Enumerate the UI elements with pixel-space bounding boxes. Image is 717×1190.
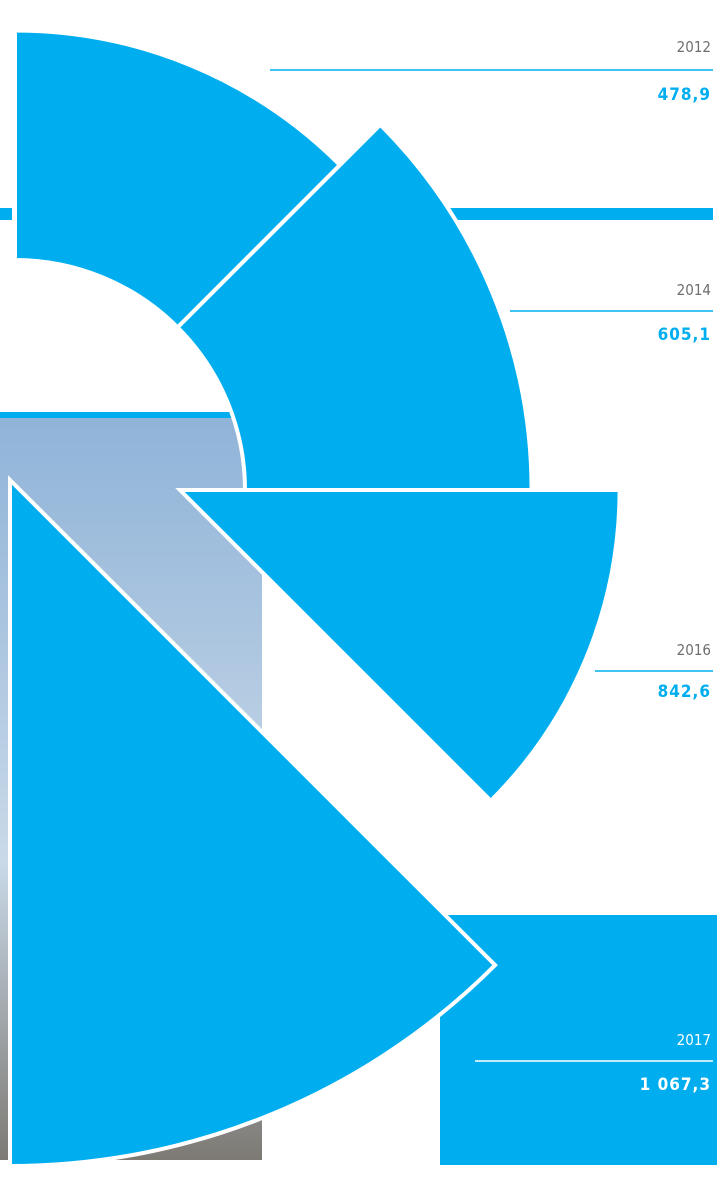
decor-bar <box>0 412 250 418</box>
value-label: 1 067,3 <box>640 1075 711 1095</box>
year-label: 2012 <box>677 38 711 56</box>
value-label: 605,1 <box>658 325 711 345</box>
decor-bar <box>450 208 713 220</box>
year-label: 2017 <box>677 1031 711 1049</box>
page: {"chart_data": {"type": "rose", "categor… <box>0 0 717 1190</box>
chart: 2012 478,9 2014 605,1 2016 842,6 2017 1 067,3 <box>0 0 717 1190</box>
year-label: 2014 <box>677 281 711 299</box>
year-label: 2016 <box>677 641 711 659</box>
value-label: 478,9 <box>658 85 711 105</box>
decor-bar <box>0 208 12 220</box>
value-label: 842,6 <box>658 682 711 702</box>
